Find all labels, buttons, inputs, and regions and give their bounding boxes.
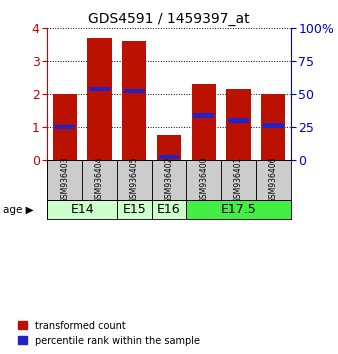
Bar (193, 113, 214, 118)
Bar (186, 200, 291, 219)
Bar (82, 160, 117, 200)
Bar (117, 200, 152, 219)
Text: E16: E16 (157, 204, 181, 217)
Bar (186, 160, 221, 200)
Bar (122, 41, 146, 160)
Bar (52, 94, 77, 160)
Text: GSM936401: GSM936401 (234, 157, 243, 204)
Text: GSM936402: GSM936402 (165, 157, 173, 204)
Bar (157, 135, 181, 160)
Bar (228, 118, 249, 122)
Bar (261, 94, 286, 160)
Bar (159, 155, 179, 159)
Bar (47, 200, 117, 219)
Bar (263, 123, 284, 127)
Text: GSM936403: GSM936403 (60, 157, 69, 204)
Text: E15: E15 (122, 204, 146, 217)
Bar (256, 160, 291, 200)
Text: GSM936406: GSM936406 (269, 157, 278, 204)
Text: E17.5: E17.5 (221, 204, 257, 217)
Bar (54, 125, 75, 129)
Title: GDS4591 / 1459397_at: GDS4591 / 1459397_at (88, 12, 250, 26)
Legend: transformed count, percentile rank within the sample: transformed count, percentile rank withi… (18, 321, 200, 346)
Text: GSM936400: GSM936400 (199, 157, 208, 204)
Bar (47, 160, 82, 200)
Bar (87, 38, 112, 160)
Bar (152, 160, 186, 200)
Text: GSM936404: GSM936404 (95, 157, 104, 204)
Text: GSM936405: GSM936405 (130, 157, 139, 204)
Bar (152, 200, 186, 219)
Bar (117, 160, 152, 200)
Bar (226, 89, 251, 160)
Text: age ▶: age ▶ (3, 205, 34, 215)
Text: E14: E14 (70, 204, 94, 217)
Bar (192, 84, 216, 160)
Bar (221, 160, 256, 200)
Bar (89, 87, 110, 91)
Bar (124, 89, 145, 93)
